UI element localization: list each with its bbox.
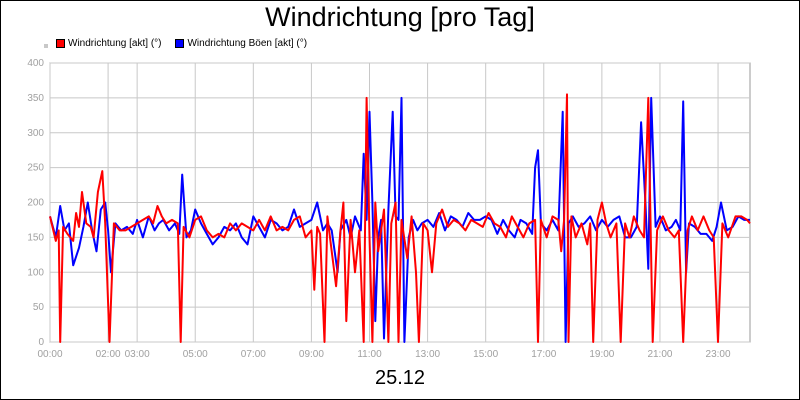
y-tick-label: 350 [27, 93, 44, 104]
x-tick-label: 19:00 [589, 349, 614, 360]
chart-title: Windrichtung [pro Tag] [265, 2, 535, 32]
y-tick-label: 250 [27, 163, 44, 174]
x-tick-label: 05:00 [183, 349, 208, 360]
legend: Windrichtung [akt] (°) Windrichtung Böen… [44, 38, 321, 49]
series-line-boeen [49, 96, 750, 343]
legend-label-boeen: Windrichtung Böen [akt] (°) [187, 38, 308, 49]
legend-swatch-red [56, 39, 65, 48]
y-tick-label: 300 [27, 128, 44, 139]
legend-label-windrichtung: Windrichtung [akt] (°) [68, 38, 162, 49]
series-line-windrichtung [49, 93, 751, 343]
x-tick-label: 00:00 [37, 349, 62, 360]
legend-swatch-blue [175, 39, 185, 48]
x-tick-label: 23:00 [706, 349, 731, 360]
x-tick-label: 11:00 [357, 349, 382, 360]
y-tick-label: 400 [27, 58, 44, 69]
legend-marker-icon [44, 43, 48, 48]
x-tick-label: 15:00 [473, 349, 498, 360]
y-tick-label: 200 [27, 198, 44, 209]
legend-entry-boeen: Windrichtung Böen [akt] (°) [175, 38, 307, 49]
legend-entry-windrichtung: Windrichtung [akt] (°) [56, 38, 161, 49]
x-tick-label: 17:00 [531, 349, 556, 360]
y-tick-label: 0 [38, 337, 44, 348]
date-label: 25.12 [374, 367, 426, 389]
x-tick-label: 02:00 [96, 349, 121, 360]
y-tick-label: 150 [27, 232, 44, 243]
x-tick-label: 13:00 [415, 349, 440, 360]
y-tick-label: 50 [33, 302, 45, 313]
x-tick-label: 09:00 [299, 349, 324, 360]
x-tick-label: 07:00 [241, 349, 266, 360]
x-tick-label: 21:00 [647, 349, 672, 360]
y-tick-label: 100 [27, 267, 44, 278]
x-tick-label: 03:00 [125, 349, 150, 360]
